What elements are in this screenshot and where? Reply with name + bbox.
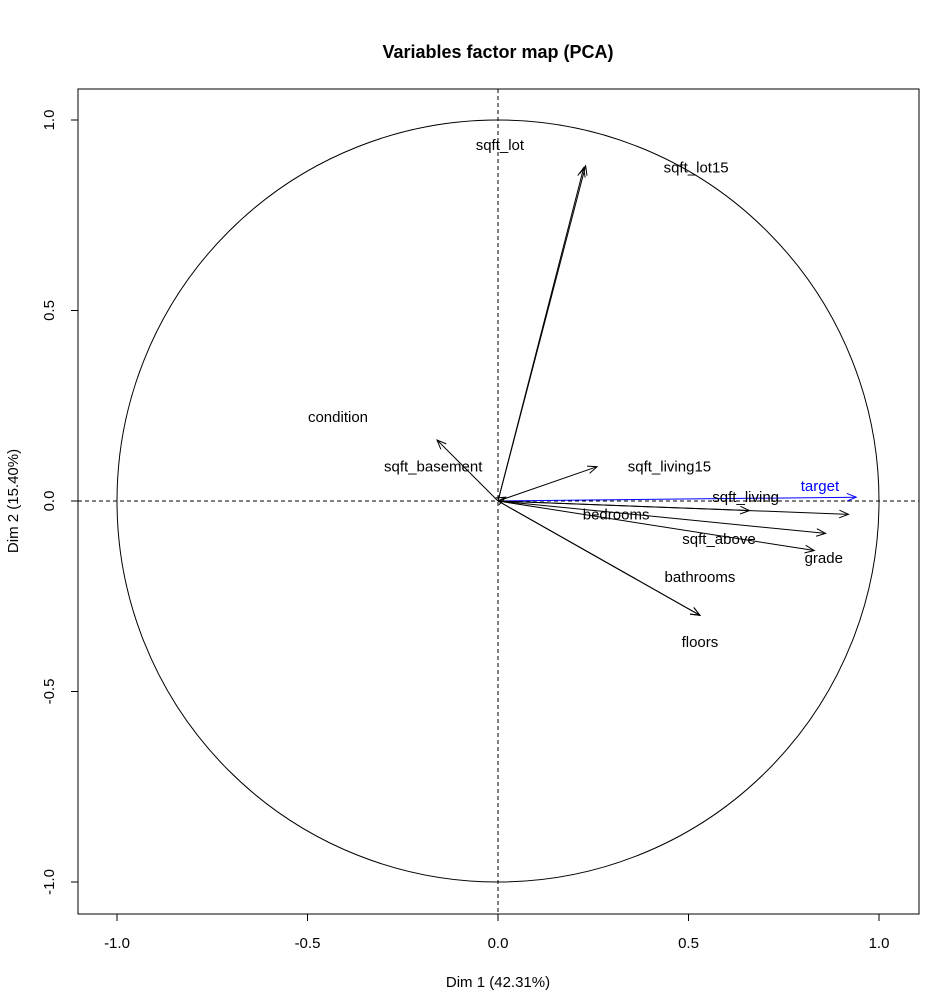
arrow-shaft-grade [497,500,815,552]
label-sqft_above: sqft_above [682,531,755,548]
arrow-condition [436,439,499,502]
x-axis: -1.0 -0.5 0.0 0.5 1.0 [104,914,889,952]
label-sqft_lot15: sqft_lot15 [664,160,729,177]
label-condition: condition [308,409,368,426]
arrow-head-condition [436,439,447,450]
variable-arrows [436,164,858,616]
y-tick-label: 0.5 [41,300,58,321]
label-target: target [801,478,840,495]
x-tick-label: 1.0 [869,935,890,952]
arrow-head-sqft_lot15 [577,166,586,178]
variable-labels: sqft_lot sqft_lot15 condition sqft_basement… [308,137,843,651]
y-tick-label: 1.0 [41,110,58,131]
arrow-head-target [846,492,858,502]
arrow-sqft_lot15 [497,166,586,502]
correlation-circle [116,119,880,883]
chart-title: Variables factor map (PCA) [382,42,613,62]
y-tick-label: -0.5 [41,679,58,705]
label-bathrooms: bathrooms [664,569,735,586]
arrow-shaft-floors [497,500,701,616]
arrow-shaft-target [497,496,857,502]
arrow-grade [497,500,816,554]
arrow-head-sqft_basement [495,496,507,506]
arrow-shaft-bedrooms [497,500,750,512]
label-sqft_basement: sqft_basement [384,459,483,476]
label-bedrooms: bedrooms [583,506,650,523]
arrow-floors [497,500,702,616]
x-axis-title: Dim 1 (42.31%) [446,974,550,991]
arrow-head-grade [804,544,816,554]
label-sqft_lot: sqft_lot [476,137,525,154]
arrow-head-floors [689,607,702,616]
arrow-shaft-sqft_lot15 [497,167,585,502]
arrow-head-sqft_living15 [587,465,599,474]
arrow-head-sqft_living [838,509,850,519]
arrow-sqft_above [497,500,827,537]
x-tick-label: -0.5 [295,935,321,952]
arrow-head-sqft_above [815,528,827,537]
x-tick-label: 0.5 [678,935,699,952]
arrow-shaft-condition [436,439,499,502]
arrow-head-bedrooms [739,505,751,515]
label-grade: grade [805,550,843,567]
y-axis: -1.0 -0.5 0.0 0.5 1.0 [41,110,78,895]
arrow-target [497,492,858,502]
x-tick-label: -1.0 [104,935,130,952]
y-tick-label: 0.0 [41,491,58,512]
y-axis-title: Dim 2 (15.40%) [5,449,22,553]
correlation-circle-layer [116,119,880,883]
label-sqft_living: sqft_living [712,489,779,506]
arrow-shaft-sqft_above [497,500,826,534]
arrow-sqft_living15 [497,465,599,502]
y-tick-label: -1.0 [41,869,58,895]
x-tick-label: 0.0 [488,935,509,952]
label-floors: floors [682,634,719,651]
arrow-shaft-sqft_living15 [497,466,598,502]
label-sqft_living15: sqft_living15 [628,459,711,476]
arrow-bedrooms [497,500,751,515]
